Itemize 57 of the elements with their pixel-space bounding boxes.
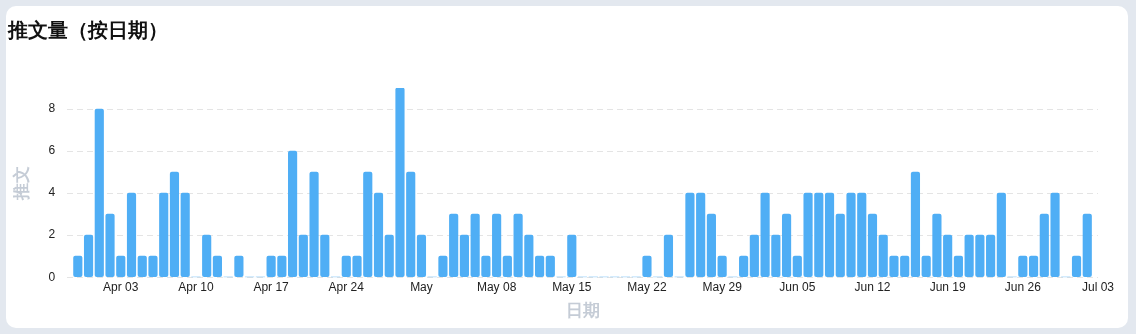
bar [910,171,921,278]
bar [202,234,212,278]
bar [416,234,427,278]
bar [1082,213,1092,278]
bar [824,192,835,278]
bar [212,255,222,278]
bar [288,150,298,278]
x-tick-label: Jun 12 [854,279,891,294]
y-tick-label: 2 [48,227,56,242]
bar [781,213,792,278]
x-tick-label: Jul 03 [1081,279,1115,294]
bar [996,192,1006,278]
bar [943,234,953,278]
bar [83,234,94,278]
x-tick-label: Jun 05 [779,279,816,294]
x-axis-title: 日期 [565,301,600,321]
bar [567,234,577,278]
bar [492,213,502,278]
x-tick-label: May [410,279,433,294]
x-tick-label: May 08 [476,279,517,294]
x-tick-label: May 29 [702,279,743,294]
bar [663,234,674,278]
x-tick-label: Apr 10 [178,279,214,294]
bar [180,192,190,278]
bar [169,171,180,278]
bar [1028,255,1039,278]
x-tick-label: Jun 19 [929,279,966,294]
y-axis-title: 推文 [11,165,31,201]
bar [749,234,759,278]
y-tick-label: 8 [48,101,56,116]
bar [706,213,716,278]
bar [73,255,83,278]
bar [717,255,727,278]
bar [502,255,512,278]
x-tick-label: May 22 [627,279,667,294]
x-tick-label: Apr 24 [328,279,365,294]
y-tick-label: 0 [48,269,56,284]
x-tick-label: Apr 03 [103,279,139,294]
bar [739,255,749,278]
bar [1071,255,1082,278]
bar [867,213,878,278]
bar [986,234,996,278]
bar [126,192,137,278]
x-tick-label: Jun 26 [1004,279,1042,294]
y-tick-label: 4 [48,185,56,200]
x-tick-label: Apr 17 [253,279,290,294]
bar [234,255,244,278]
y-tick-label: 6 [48,143,56,158]
chart-title: 推文量（按日期） [7,18,168,43]
bar [545,255,555,278]
x-tick-label: May 15 [552,279,592,294]
bar [459,234,469,278]
bar [1018,255,1028,278]
bar [373,192,384,278]
bar [953,255,963,278]
bar [642,255,652,278]
bar [535,255,545,278]
